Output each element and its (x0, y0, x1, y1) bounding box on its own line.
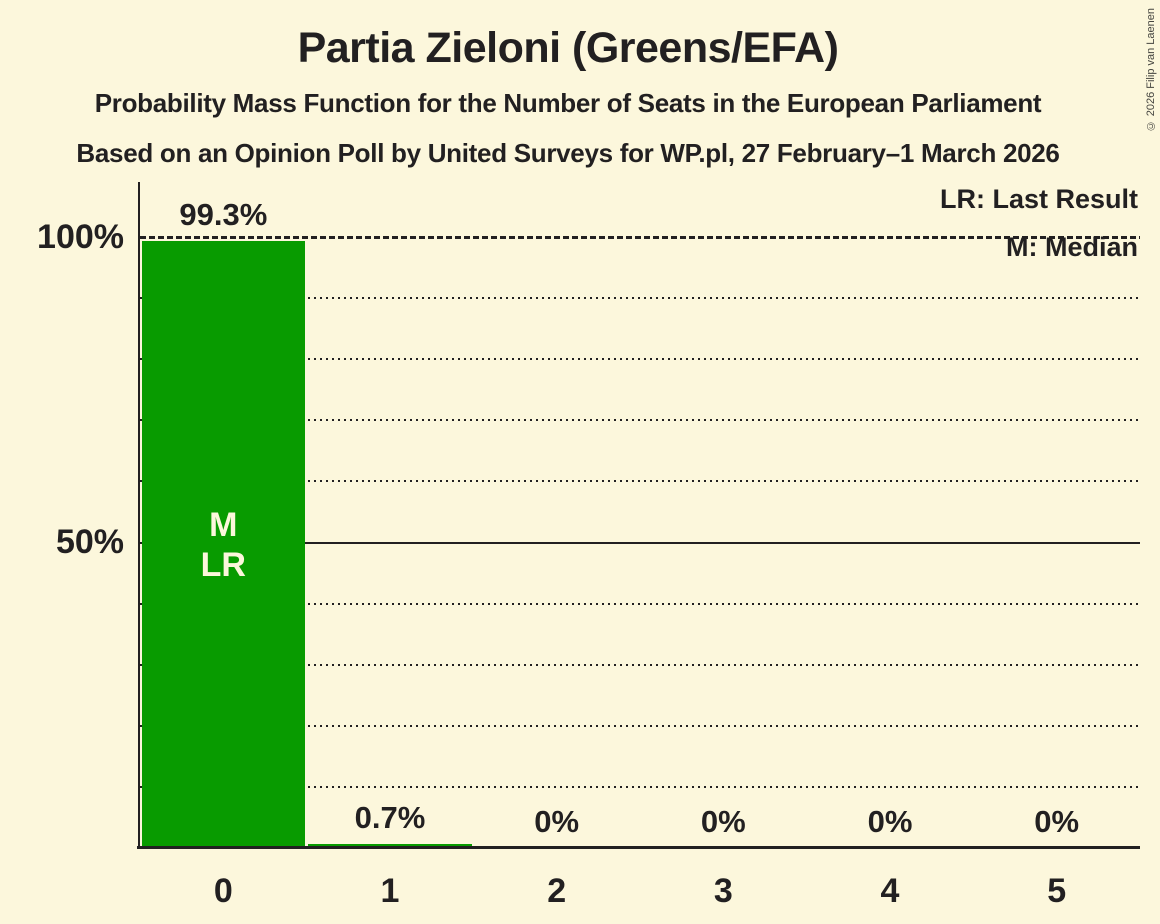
chart-subtitle: Probability Mass Function for the Number… (94, 88, 1042, 118)
copyright-notice: © 2026 Filip van Laenen (1145, 8, 1157, 132)
bar-seat-0: M LR (141, 241, 306, 848)
x-axis-tick-labels: 0 1 2 3 4 5 (140, 872, 1140, 916)
gridline-40pct (140, 602, 1140, 605)
value-label-seat-1: 0.7% (354, 799, 426, 835)
x-tick-label-3: 3 (713, 872, 733, 910)
gridline-50pct (140, 541, 1140, 544)
y-axis-line (138, 182, 140, 849)
x-tick-label-0: 0 (213, 872, 233, 910)
x-tick-label-5: 5 (1047, 872, 1067, 910)
value-label-seat-5: 0% (1034, 804, 1080, 839)
bar-annotation-m: M (209, 505, 238, 544)
bar-seat-1 (308, 843, 472, 848)
value-label-seat-4: 0% (867, 804, 913, 839)
gridline-90pct (140, 297, 1140, 300)
legend-last-result: LR: Last Result (939, 184, 1138, 214)
x-axis-line (137, 846, 1140, 849)
gridline-60pct (140, 480, 1140, 483)
plot-area: M LR 99.3% 0.7% 0% 0% 0% 0% (140, 197, 1140, 848)
x-tick-label-2: 2 (547, 872, 567, 910)
value-label-seat-2: 0% (534, 804, 580, 839)
bar-annotation-lr: LR (200, 545, 246, 584)
gridline-100pct (140, 236, 1140, 239)
gridline-30pct (140, 663, 1140, 666)
value-label-seat-3: 0% (700, 804, 746, 839)
gridline-20pct (140, 724, 1140, 727)
y-axis-tick-label-50: 50% (55, 523, 124, 561)
chart-source-line: Based on an Opinion Poll by United Surve… (76, 138, 1060, 168)
value-label-seat-0: 99.3% (179, 197, 268, 233)
x-tick-label-1: 1 (380, 872, 400, 910)
gridline-80pct (140, 358, 1140, 361)
chart-title: Partia Zieloni (Greens/EFA) (297, 24, 839, 72)
x-tick-label-4: 4 (880, 872, 900, 910)
y-axis-tick-label-100: 100% (37, 218, 124, 256)
gridline-10pct (140, 785, 1140, 788)
gridline-70pct (140, 419, 1140, 422)
